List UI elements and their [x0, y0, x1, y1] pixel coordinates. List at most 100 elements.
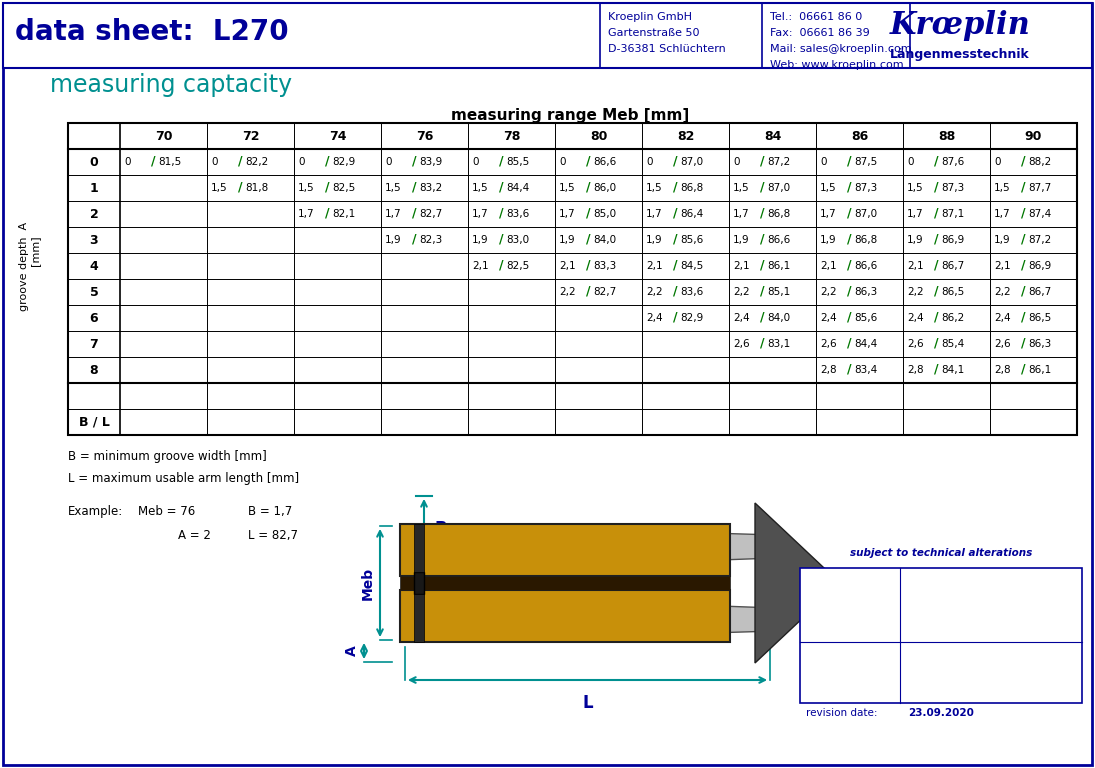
- Text: 83,6: 83,6: [680, 287, 704, 297]
- Text: 1,7: 1,7: [560, 209, 576, 219]
- Text: 72: 72: [242, 130, 260, 143]
- Text: 84,4: 84,4: [506, 183, 530, 193]
- Text: /: /: [760, 310, 765, 323]
- Text: /: /: [499, 154, 504, 167]
- Text: Meb = 76: Meb = 76: [138, 505, 195, 518]
- Text: data sheet:  L270: data sheet: L270: [15, 18, 289, 46]
- Text: 87,0: 87,0: [854, 209, 877, 219]
- Text: 0: 0: [211, 157, 218, 167]
- Text: /: /: [848, 336, 852, 349]
- Text: 1,9: 1,9: [472, 235, 488, 245]
- Text: 1,9: 1,9: [994, 235, 1011, 245]
- Text: /: /: [413, 233, 417, 246]
- Text: 2,6: 2,6: [907, 339, 923, 349]
- Text: B: B: [434, 520, 447, 538]
- Text: /: /: [413, 180, 417, 194]
- Text: /: /: [934, 284, 938, 297]
- Text: measuring range Meb [mm]: measuring range Meb [mm]: [451, 108, 689, 123]
- Text: 70: 70: [154, 130, 172, 143]
- Text: /: /: [934, 310, 938, 323]
- Text: 87,1: 87,1: [942, 209, 965, 219]
- Text: A = 2: A = 2: [178, 529, 211, 542]
- Text: /: /: [934, 233, 938, 246]
- Text: Kroeplin GmbH: Kroeplin GmbH: [608, 12, 692, 22]
- Text: revision date:: revision date:: [806, 708, 877, 718]
- Text: DAB-L270-K-e: DAB-L270-K-e: [908, 580, 988, 590]
- Text: /: /: [673, 207, 678, 220]
- Text: /: /: [1022, 207, 1026, 220]
- Text: 82,7: 82,7: [593, 287, 616, 297]
- Text: /: /: [760, 233, 765, 246]
- Text: /: /: [586, 284, 591, 297]
- Text: 86,3: 86,3: [854, 287, 877, 297]
- Text: 84,5: 84,5: [680, 261, 704, 271]
- Text: 1,5: 1,5: [820, 183, 837, 193]
- Text: 2,2: 2,2: [560, 287, 576, 297]
- Text: 1,7: 1,7: [820, 209, 837, 219]
- Text: 83,1: 83,1: [768, 339, 791, 349]
- Text: 6: 6: [90, 312, 99, 325]
- Text: 2,1: 2,1: [472, 261, 488, 271]
- Text: Tel.:  06661 86 0: Tel.: 06661 86 0: [770, 12, 862, 22]
- Text: /: /: [1022, 154, 1026, 167]
- Text: 84,1: 84,1: [942, 365, 965, 375]
- Text: 87,3: 87,3: [854, 183, 877, 193]
- Text: 0: 0: [385, 157, 392, 167]
- Text: 1,9: 1,9: [733, 235, 750, 245]
- Text: A: A: [345, 646, 359, 657]
- Text: Web: www.kroeplin.com: Web: www.kroeplin.com: [770, 60, 903, 70]
- Text: 1,5: 1,5: [733, 183, 750, 193]
- Text: 1,5: 1,5: [385, 183, 402, 193]
- Text: L: L: [583, 694, 592, 712]
- Text: 1,9: 1,9: [646, 235, 662, 245]
- Text: B = 1,7: B = 1,7: [247, 505, 292, 518]
- Text: 1,7: 1,7: [907, 209, 923, 219]
- Text: 88: 88: [938, 130, 955, 143]
- Text: 86,9: 86,9: [1028, 261, 1051, 271]
- Text: /: /: [848, 310, 852, 323]
- Text: /: /: [848, 207, 852, 220]
- Text: 87,2: 87,2: [1028, 235, 1051, 245]
- Text: 2,4: 2,4: [907, 313, 923, 323]
- Text: 2,6: 2,6: [733, 339, 750, 349]
- Text: 84: 84: [764, 130, 781, 143]
- Text: 2,4: 2,4: [733, 313, 750, 323]
- Text: 2: 2: [90, 207, 99, 220]
- Text: 87,6: 87,6: [942, 157, 965, 167]
- Text: B. Schmidt: B. Schmidt: [908, 629, 971, 639]
- Text: 82,5: 82,5: [506, 261, 530, 271]
- Text: /: /: [848, 233, 852, 246]
- Text: 1,7: 1,7: [298, 209, 314, 219]
- Text: /: /: [848, 259, 852, 272]
- Text: /: /: [1022, 180, 1026, 194]
- Text: 82,3: 82,3: [419, 235, 442, 245]
- Text: 86,2: 86,2: [942, 313, 965, 323]
- Text: 3: 3: [90, 233, 99, 247]
- Text: 1,7: 1,7: [994, 209, 1011, 219]
- Text: 85,4: 85,4: [942, 339, 965, 349]
- Text: 0: 0: [907, 157, 913, 167]
- Text: 87,0: 87,0: [768, 183, 791, 193]
- Text: 0: 0: [646, 157, 653, 167]
- Text: 85,6: 85,6: [680, 235, 704, 245]
- Text: 86,6: 86,6: [854, 261, 877, 271]
- Text: 1: 1: [90, 181, 99, 194]
- Text: /: /: [239, 154, 243, 167]
- Text: 86: 86: [851, 130, 868, 143]
- Text: 0: 0: [472, 157, 479, 167]
- Text: 86,5: 86,5: [942, 287, 965, 297]
- Text: /: /: [673, 180, 678, 194]
- Text: 82,9: 82,9: [332, 157, 356, 167]
- Text: 1,5: 1,5: [298, 183, 314, 193]
- Text: 87,7: 87,7: [1028, 183, 1051, 193]
- Bar: [68, 123, 1077, 435]
- Text: /: /: [673, 284, 678, 297]
- Text: 86,7: 86,7: [1028, 287, 1051, 297]
- Text: /: /: [760, 207, 765, 220]
- Text: /: /: [848, 180, 852, 194]
- Text: /: /: [239, 180, 243, 194]
- Text: 83,6: 83,6: [506, 209, 530, 219]
- Text: 86,4: 86,4: [680, 209, 704, 219]
- Text: /: /: [934, 336, 938, 349]
- Text: subject to technical alterations: subject to technical alterations: [850, 548, 1033, 558]
